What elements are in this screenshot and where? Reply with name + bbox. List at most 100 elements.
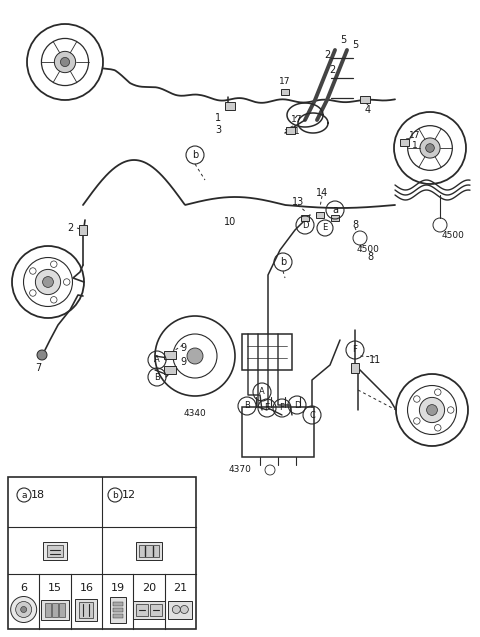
Text: C: C — [309, 410, 315, 420]
Bar — [360, 96, 370, 103]
Circle shape — [414, 418, 420, 424]
Text: 1: 1 — [412, 141, 418, 150]
Text: b: b — [192, 150, 198, 160]
Text: 5: 5 — [352, 40, 358, 50]
Text: 4370: 4370 — [228, 466, 252, 475]
Bar — [281, 89, 289, 95]
Text: 1: 1 — [215, 113, 221, 123]
Bar — [113, 608, 123, 612]
Text: E: E — [264, 403, 270, 413]
Text: A: A — [154, 355, 160, 364]
Text: B: B — [154, 373, 160, 382]
Bar — [331, 215, 339, 221]
Text: 10: 10 — [224, 217, 236, 227]
Circle shape — [434, 425, 441, 431]
Circle shape — [434, 389, 441, 396]
Text: 2: 2 — [67, 223, 73, 233]
Bar — [136, 603, 148, 615]
Text: a: a — [332, 205, 338, 215]
Bar — [113, 613, 123, 617]
Bar — [164, 366, 176, 374]
Circle shape — [180, 606, 188, 613]
Text: a: a — [21, 490, 27, 499]
Circle shape — [426, 144, 434, 152]
Text: B: B — [244, 401, 250, 410]
Bar — [47, 545, 63, 557]
Circle shape — [427, 404, 437, 415]
Text: 2: 2 — [324, 50, 330, 60]
Text: 12: 12 — [122, 490, 136, 500]
Bar — [301, 215, 309, 221]
Circle shape — [30, 290, 36, 296]
Text: F: F — [279, 403, 285, 413]
Bar — [45, 603, 51, 617]
Bar — [41, 599, 69, 620]
Bar — [225, 102, 235, 110]
Text: 8: 8 — [352, 220, 358, 230]
Bar — [164, 351, 176, 359]
Bar — [79, 225, 87, 235]
Text: 13: 13 — [292, 197, 304, 207]
Circle shape — [37, 350, 47, 360]
Circle shape — [16, 601, 32, 617]
Bar — [168, 601, 192, 619]
Bar — [150, 603, 162, 615]
Circle shape — [36, 269, 60, 294]
Circle shape — [54, 52, 76, 73]
Text: 9: 9 — [180, 343, 186, 353]
Text: A: A — [259, 387, 265, 396]
Text: 17: 17 — [409, 131, 421, 140]
Text: 9: 9 — [180, 357, 186, 367]
Text: E: E — [323, 224, 328, 233]
Text: 1: 1 — [294, 127, 300, 136]
Text: 7: 7 — [35, 363, 41, 373]
Bar — [109, 596, 126, 622]
Text: 11: 11 — [369, 355, 381, 365]
Circle shape — [30, 268, 36, 275]
Bar — [242, 407, 314, 457]
Bar — [133, 601, 165, 619]
Bar — [79, 601, 93, 617]
Text: F: F — [353, 345, 358, 355]
Circle shape — [60, 57, 70, 66]
Text: D: D — [294, 401, 300, 410]
Bar — [75, 599, 97, 620]
Text: D: D — [302, 220, 308, 229]
Circle shape — [187, 348, 203, 364]
Text: 2: 2 — [329, 65, 335, 75]
Text: 5: 5 — [340, 35, 346, 45]
Bar — [399, 138, 408, 145]
Circle shape — [11, 596, 36, 622]
Text: 19: 19 — [110, 583, 125, 593]
Circle shape — [414, 396, 420, 402]
Text: 16: 16 — [79, 583, 93, 593]
Text: 18: 18 — [31, 490, 45, 500]
Text: b: b — [280, 257, 286, 267]
Circle shape — [43, 276, 53, 287]
Text: 20: 20 — [142, 583, 156, 593]
Circle shape — [420, 138, 440, 158]
Text: 4500: 4500 — [442, 231, 465, 240]
Bar — [139, 545, 159, 557]
Text: 6: 6 — [20, 583, 27, 593]
Circle shape — [21, 606, 27, 613]
Text: 3: 3 — [215, 125, 221, 135]
Bar — [59, 603, 65, 617]
Text: b: b — [112, 490, 118, 499]
Circle shape — [172, 606, 180, 613]
Circle shape — [420, 397, 444, 422]
Bar — [351, 363, 359, 373]
Text: 4340: 4340 — [184, 410, 206, 419]
Circle shape — [50, 261, 57, 268]
Text: 8: 8 — [367, 252, 373, 262]
Text: 21: 21 — [173, 583, 187, 593]
Text: 17: 17 — [291, 115, 303, 124]
Bar — [136, 541, 162, 559]
Text: 14: 14 — [316, 188, 328, 198]
Bar — [113, 601, 123, 606]
Bar — [242, 334, 292, 370]
Bar — [43, 541, 67, 559]
Circle shape — [63, 279, 70, 285]
Bar — [286, 127, 295, 134]
Bar — [8, 477, 196, 629]
